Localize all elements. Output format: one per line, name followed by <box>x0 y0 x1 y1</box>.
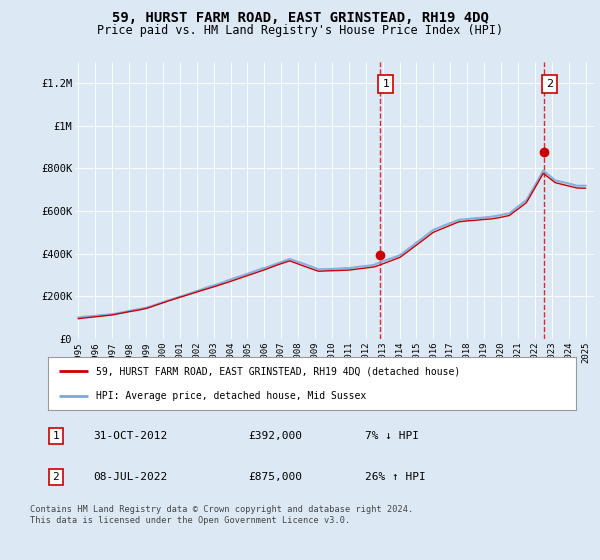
Text: Contains HM Land Registry data © Crown copyright and database right 2024.
This d: Contains HM Land Registry data © Crown c… <box>30 505 413 525</box>
Text: 59, HURST FARM ROAD, EAST GRINSTEAD, RH19 4DQ: 59, HURST FARM ROAD, EAST GRINSTEAD, RH1… <box>112 11 488 25</box>
Text: 2: 2 <box>53 472 59 482</box>
Text: 7% ↓ HPI: 7% ↓ HPI <box>365 431 419 441</box>
Text: £875,000: £875,000 <box>248 472 302 482</box>
Text: 1: 1 <box>382 79 389 89</box>
Text: 59, HURST FARM ROAD, EAST GRINSTEAD, RH19 4DQ (detached house): 59, HURST FARM ROAD, EAST GRINSTEAD, RH1… <box>95 366 460 376</box>
Text: Price paid vs. HM Land Registry's House Price Index (HPI): Price paid vs. HM Land Registry's House … <box>97 24 503 36</box>
Text: 08-JUL-2022: 08-JUL-2022 <box>93 472 167 482</box>
Text: 1: 1 <box>53 431 59 441</box>
Text: £392,000: £392,000 <box>248 431 302 441</box>
Text: 2: 2 <box>546 79 553 89</box>
Text: 26% ↑ HPI: 26% ↑ HPI <box>365 472 425 482</box>
Text: HPI: Average price, detached house, Mid Sussex: HPI: Average price, detached house, Mid … <box>95 390 366 400</box>
Text: 31-OCT-2012: 31-OCT-2012 <box>93 431 167 441</box>
